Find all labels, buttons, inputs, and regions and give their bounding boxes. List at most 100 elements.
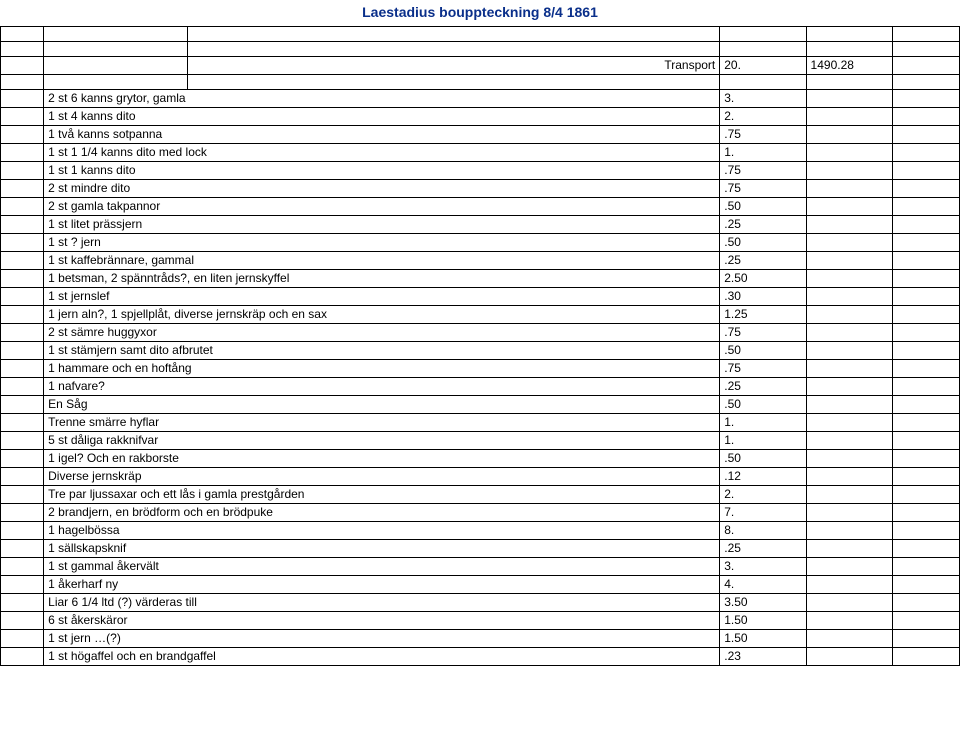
cell	[892, 648, 959, 666]
table-row: 1 hagelbössa8.	[1, 522, 960, 540]
item-value: .75	[720, 162, 806, 180]
item-value: 1.50	[720, 630, 806, 648]
cell	[806, 90, 892, 108]
cell	[892, 180, 959, 198]
transport-val2: 1490.28	[806, 57, 892, 75]
cell	[1, 162, 44, 180]
item-description: 1 st kaffebrännare, gammal	[44, 252, 720, 270]
item-description: 1 sällskapsknif	[44, 540, 720, 558]
cell	[806, 612, 892, 630]
cell	[892, 540, 959, 558]
cell	[892, 342, 959, 360]
table-row: 1 st gammal åkervält3.	[1, 558, 960, 576]
cell	[1, 324, 44, 342]
cell	[892, 630, 959, 648]
item-value: 2.	[720, 486, 806, 504]
cell	[806, 396, 892, 414]
item-description: 1 hammare och en hoftång	[44, 360, 720, 378]
cell	[1, 612, 44, 630]
item-value: .25	[720, 216, 806, 234]
cell	[1, 198, 44, 216]
cell	[1, 126, 44, 144]
table-row	[1, 42, 960, 57]
cell	[1, 342, 44, 360]
item-description: 2 brandjern, en brödform och en brödpuke	[44, 504, 720, 522]
page-title: Laestadius bouppteckning 8/4 1861	[0, 0, 960, 26]
cell	[806, 216, 892, 234]
cell	[892, 486, 959, 504]
item-value: .75	[720, 126, 806, 144]
item-description: 1 st jern …(?)	[44, 630, 720, 648]
cell	[806, 180, 892, 198]
cell	[806, 306, 892, 324]
cell	[806, 126, 892, 144]
table-row: 2 st sämre huggyxor.75	[1, 324, 960, 342]
item-description: 1 åkerharf ny	[44, 576, 720, 594]
cell	[1, 432, 44, 450]
cell	[44, 27, 188, 42]
item-value: 3.	[720, 558, 806, 576]
item-description: 1 betsman, 2 spänntråds?, en liten jerns…	[44, 270, 720, 288]
item-value: 4.	[720, 576, 806, 594]
cell	[44, 57, 188, 75]
cell	[1, 57, 44, 75]
cell	[892, 57, 959, 75]
cell	[1, 216, 44, 234]
cell	[892, 522, 959, 540]
table-row: Tre par ljussaxar och ett lås i gamla pr…	[1, 486, 960, 504]
cell	[892, 144, 959, 162]
table-row: 2 brandjern, en brödform och en brödpuke…	[1, 504, 960, 522]
table-row: 1 st jern …(?)1.50	[1, 630, 960, 648]
item-description: En Såg	[44, 396, 720, 414]
item-value: .23	[720, 648, 806, 666]
item-description: Diverse jernskräp	[44, 468, 720, 486]
table-row: Liar 6 1/4 ltd (?) värderas till3.50	[1, 594, 960, 612]
cell	[1, 504, 44, 522]
cell	[892, 558, 959, 576]
item-value: .75	[720, 324, 806, 342]
item-description: 1 st 1 1/4 kanns dito med lock	[44, 144, 720, 162]
item-value: .50	[720, 450, 806, 468]
item-description: 1 st högaffel och en brandgaffel	[44, 648, 720, 666]
item-value: 2.50	[720, 270, 806, 288]
cell	[1, 144, 44, 162]
table-row: 1 st 1 1/4 kanns dito med lock1.	[1, 144, 960, 162]
item-description: 1 st 4 kanns dito	[44, 108, 720, 126]
item-value: 1.	[720, 144, 806, 162]
item-description: 2 st sämre huggyxor	[44, 324, 720, 342]
cell	[892, 360, 959, 378]
table-row: 1 st högaffel och en brandgaffel.23	[1, 648, 960, 666]
cell	[1, 252, 44, 270]
cell	[892, 108, 959, 126]
cell	[892, 594, 959, 612]
cell	[1, 486, 44, 504]
table-row	[1, 27, 960, 42]
table-row: En Såg.50	[1, 396, 960, 414]
table-row: 2 st mindre dito.75	[1, 180, 960, 198]
cell	[720, 42, 806, 57]
transport-row: Transport20.1490.28	[1, 57, 960, 75]
cell	[892, 468, 959, 486]
cell	[44, 75, 188, 90]
cell	[892, 126, 959, 144]
table-row: 1 åkerharf ny4.	[1, 576, 960, 594]
cell	[1, 648, 44, 666]
cell	[806, 504, 892, 522]
table-row: 1 st litet prässjern.25	[1, 216, 960, 234]
item-value: 1.	[720, 414, 806, 432]
item-description: 1 jern aln?, 1 spjellplåt, diverse jerns…	[44, 306, 720, 324]
cell	[892, 216, 959, 234]
cell	[1, 468, 44, 486]
table-row: Trenne smärre hyflar1.	[1, 414, 960, 432]
table-row: 2 st gamla takpannor.50	[1, 198, 960, 216]
table-row: 5 st dåliga rakknifvar1.	[1, 432, 960, 450]
cell	[806, 414, 892, 432]
cell	[806, 342, 892, 360]
cell	[1, 540, 44, 558]
item-description: 2 st 6 kanns grytor, gamla	[44, 90, 720, 108]
item-description: 2 st gamla takpannor	[44, 198, 720, 216]
item-description: 1 st ? jern	[44, 234, 720, 252]
cell	[1, 360, 44, 378]
cell	[806, 324, 892, 342]
cell	[806, 252, 892, 270]
